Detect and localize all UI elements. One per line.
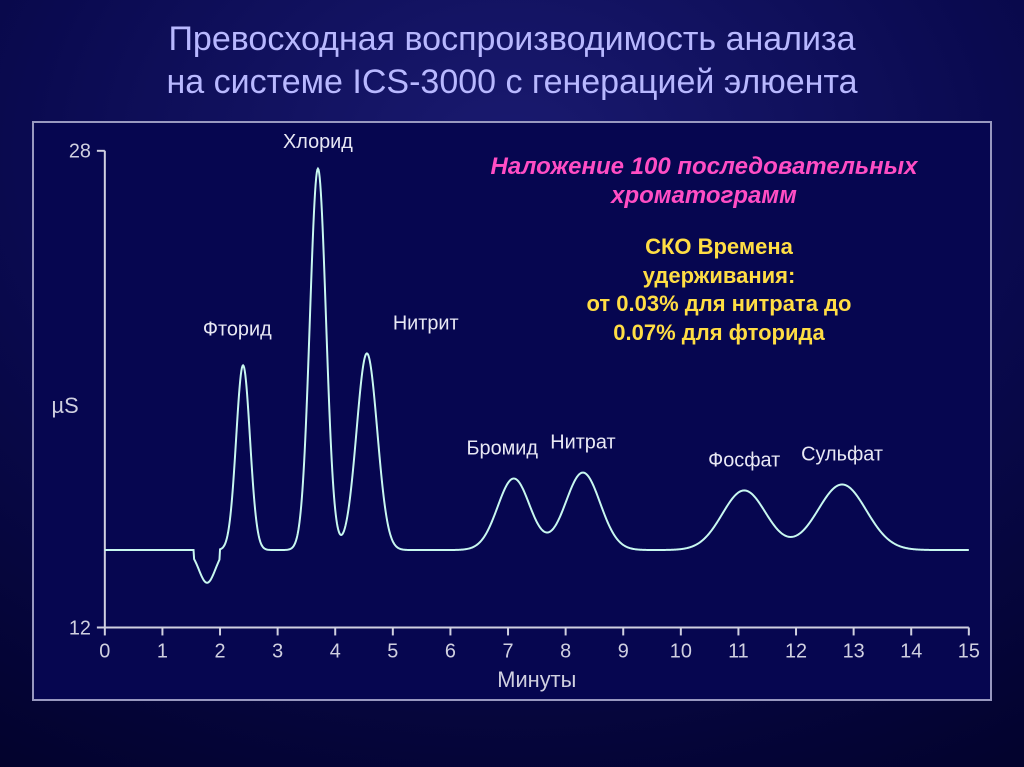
rsd-annotation: СКО Времена удерживания: от 0.03% для ни… [504, 233, 934, 347]
svg-text:3: 3 [272, 640, 283, 662]
rsd-l2: удерживания: [643, 263, 796, 288]
svg-text:Нитрат: Нитрат [550, 432, 615, 454]
svg-text:Нитрит: Нитрит [393, 313, 459, 335]
svg-text:0: 0 [99, 640, 110, 662]
svg-text:9: 9 [618, 640, 629, 662]
slide-title: Превосходная воспроизводимость анализа н… [166, 18, 857, 103]
svg-text:4: 4 [330, 640, 341, 662]
svg-text:12: 12 [69, 617, 91, 639]
title-line-2: на системе ICS-3000 с генерацией элюента [166, 63, 857, 101]
overlay-title-l1: Наложение 100 последовательных [491, 153, 918, 180]
svg-text:Фосфат: Фосфат [708, 450, 780, 472]
svg-text:Хлорид: Хлорид [283, 131, 353, 153]
overlay-title-annotation: Наложение 100 последовательных хроматогр… [444, 153, 964, 211]
svg-text:15: 15 [958, 640, 980, 662]
svg-text:10: 10 [670, 640, 692, 662]
svg-text:28: 28 [69, 141, 91, 163]
overlay-title-l2: хроматограмм [611, 182, 797, 209]
svg-text:Бромид: Бромид [467, 438, 539, 460]
svg-text:7: 7 [503, 640, 514, 662]
svg-text:12: 12 [785, 640, 807, 662]
svg-text:Минуты: Минуты [497, 667, 576, 692]
svg-text:Сульфат: Сульфат [801, 444, 883, 466]
chromatogram-chart: 0123456789101112131415Минуты1228µSФторид… [32, 121, 992, 701]
svg-text:2: 2 [215, 640, 226, 662]
svg-text:1: 1 [157, 640, 168, 662]
rsd-l4: 0.07% для фторида [613, 320, 824, 345]
svg-text:5: 5 [387, 640, 398, 662]
svg-text:µS: µS [52, 393, 79, 418]
svg-text:11: 11 [728, 640, 749, 662]
svg-text:6: 6 [445, 640, 456, 662]
svg-text:13: 13 [843, 640, 865, 662]
rsd-l1: СКО Времена [645, 234, 793, 259]
svg-text:14: 14 [900, 640, 922, 662]
rsd-l3: от 0.03% для нитрата до [587, 291, 852, 316]
title-line-1: Превосходная воспроизводимость анализа [168, 20, 855, 58]
svg-text:8: 8 [560, 640, 571, 662]
svg-text:Фторид: Фторид [203, 319, 272, 341]
